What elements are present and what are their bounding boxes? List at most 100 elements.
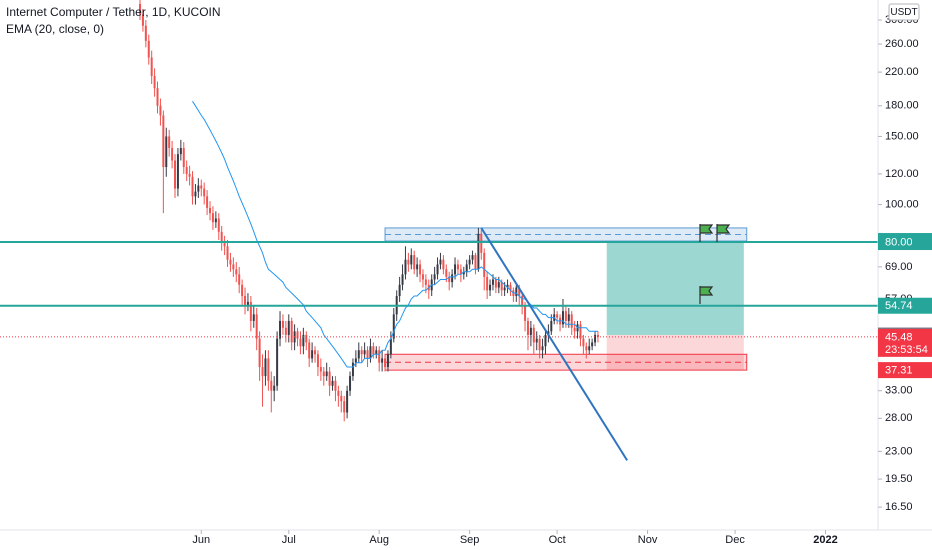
flag <box>699 224 714 242</box>
candle-body <box>544 334 547 347</box>
candle-body <box>328 371 331 386</box>
y-tick-label: 150.00 <box>885 130 919 142</box>
candle-body <box>226 246 229 260</box>
candle-body <box>150 57 153 76</box>
candle-body <box>471 255 474 260</box>
candle-body <box>281 320 284 328</box>
candle-body <box>203 188 206 197</box>
candle-body <box>451 274 454 283</box>
currency-frame <box>888 3 920 21</box>
candle-body <box>232 264 235 270</box>
y-tick-label: 23.00 <box>885 445 913 457</box>
candle-body <box>410 255 413 265</box>
candle-body <box>529 327 532 335</box>
indicator-label: EMA (20, close, 0) <box>6 22 104 36</box>
candle-body <box>384 358 387 368</box>
y-tick-label: 180.00 <box>885 100 919 112</box>
candle-body <box>503 287 506 291</box>
candle-body <box>340 395 343 402</box>
candle-body <box>185 167 188 174</box>
candle-body <box>334 380 337 391</box>
candle-body <box>483 252 486 277</box>
candle-body <box>439 259 442 265</box>
current-price-label: 45.48 <box>885 331 913 343</box>
candle-body <box>279 320 282 339</box>
candle-body <box>287 320 290 335</box>
candle-body <box>156 88 159 106</box>
candle-body <box>241 284 244 297</box>
candle-body <box>378 350 381 363</box>
candle-body <box>325 371 328 377</box>
candle-body <box>200 185 203 189</box>
candle-body <box>579 324 582 339</box>
y-tick-label: 100.00 <box>885 198 919 210</box>
candle-body <box>162 115 165 168</box>
candle-body <box>486 276 489 291</box>
y-tick-label: 260.00 <box>885 38 919 50</box>
candle-body <box>474 255 477 270</box>
candle-body <box>413 255 416 270</box>
candle-body <box>497 282 500 288</box>
candle-body <box>206 196 209 208</box>
candle-body <box>182 148 185 168</box>
candle-body <box>220 231 223 243</box>
candle-body <box>261 367 264 377</box>
candle-body <box>246 301 249 305</box>
candle-body <box>351 362 354 377</box>
candle-body <box>238 274 241 285</box>
candle-body <box>489 284 492 291</box>
candle-body <box>442 259 445 270</box>
y-tick-label: 220.00 <box>885 66 919 78</box>
candle-body <box>322 371 325 377</box>
candle-body <box>217 218 220 232</box>
candle-body <box>147 40 150 58</box>
candle-body <box>445 269 448 277</box>
candle-body <box>194 191 197 197</box>
candle-body <box>521 296 524 305</box>
candle-body <box>416 264 419 270</box>
candle-body <box>360 350 363 355</box>
x-tick-label: Aug <box>369 534 389 546</box>
candle-body <box>535 338 538 343</box>
candle-body <box>229 259 232 265</box>
candle-body <box>500 282 503 291</box>
candle-body <box>357 350 360 359</box>
candle-body <box>556 314 559 318</box>
candle-body <box>448 276 451 283</box>
candle-body <box>369 346 372 359</box>
candle-body <box>165 136 168 168</box>
candle-body <box>168 136 171 149</box>
candle-body <box>343 401 346 413</box>
flag <box>699 286 714 304</box>
candle-body <box>372 346 375 355</box>
loss-zone <box>606 334 744 371</box>
x-tick-label: Nov <box>638 534 658 546</box>
current-price-box <box>878 328 932 357</box>
candle-body <box>337 390 340 396</box>
candle-body <box>570 314 573 328</box>
candle-body <box>273 385 276 391</box>
candle-body <box>561 311 564 325</box>
candle-body <box>404 259 407 275</box>
candle-body <box>491 279 494 285</box>
candle-body <box>573 327 576 332</box>
candle-body <box>209 207 212 214</box>
chart-title: Internet Computer / Tether, 1D, KUCOIN <box>6 5 221 19</box>
price-label-box <box>878 297 932 314</box>
candle-body <box>308 342 311 359</box>
candle-body <box>139 4 142 15</box>
candle-body <box>567 314 570 321</box>
profit-zone <box>606 242 744 335</box>
candle-body <box>258 338 261 368</box>
candle-body <box>386 354 389 368</box>
candle-body <box>582 338 585 347</box>
candle-body <box>424 279 427 285</box>
candle-body <box>316 354 319 368</box>
candle-body <box>550 320 553 332</box>
overlay <box>0 100 878 461</box>
candle-body <box>319 367 322 372</box>
candle-body <box>214 218 217 223</box>
x-tick-label: Jul <box>282 534 296 546</box>
x-tick-label: 2022 <box>813 534 837 546</box>
candle-body <box>191 176 194 197</box>
